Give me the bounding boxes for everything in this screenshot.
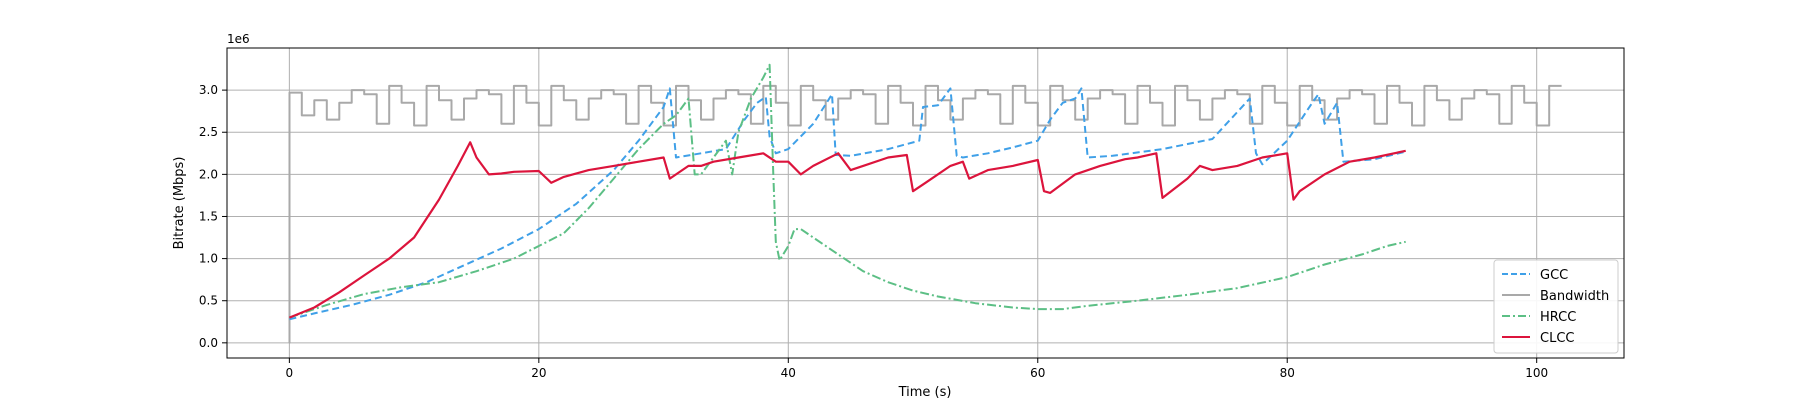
y-tick-label-6: 3.0	[199, 83, 218, 97]
series-line-bandwidth	[288, 84, 1562, 344]
y-axis-label: Bitrate (Mbps)	[172, 157, 187, 250]
legend: GCC Bandwidth HRCC CLCC	[1493, 259, 1619, 354]
legend-label-hrcc: HRCC	[1540, 310, 1576, 325]
x-tick-label-3: 60	[1030, 366, 1045, 380]
legend-label-gcc: GCC	[1540, 268, 1568, 283]
series-line-hrcc	[289, 63, 1406, 319]
y-tick-label-3: 1.5	[199, 209, 218, 223]
y-offset-text: 1e6	[227, 32, 250, 46]
grid-layer	[227, 48, 1624, 358]
x-tick-label-0: 0	[286, 366, 294, 380]
x-tick-label-2: 40	[781, 366, 796, 380]
legend-box	[1493, 259, 1619, 354]
x-axis-label: Time (s)	[898, 385, 952, 400]
y-tick-label-0: 0.0	[199, 336, 218, 350]
x-tick-label-5: 100	[1525, 366, 1548, 380]
series-line-gcc	[289, 87, 1406, 321]
series-layer	[288, 63, 1562, 344]
legend-label-clcc: CLCC	[1540, 331, 1574, 346]
y-tick-label-5: 2.5	[199, 125, 218, 139]
y-tick-label-1: 0.5	[199, 294, 218, 308]
series-line-clcc	[288, 141, 1406, 319]
y-tick-label-2: 1.0	[199, 252, 218, 266]
plot-frame	[226, 47, 1625, 359]
x-tick-label-1: 20	[531, 366, 546, 380]
y-tick-label-4: 2.0	[199, 167, 218, 181]
x-tick-label-4: 80	[1280, 366, 1295, 380]
legend-label-bandwidth: Bandwidth	[1540, 289, 1609, 304]
tick-layer: 0 20 40 60 80 100 0.0 0.5 1.0 1.5 2.0 2.5 3.0	[199, 83, 1548, 380]
